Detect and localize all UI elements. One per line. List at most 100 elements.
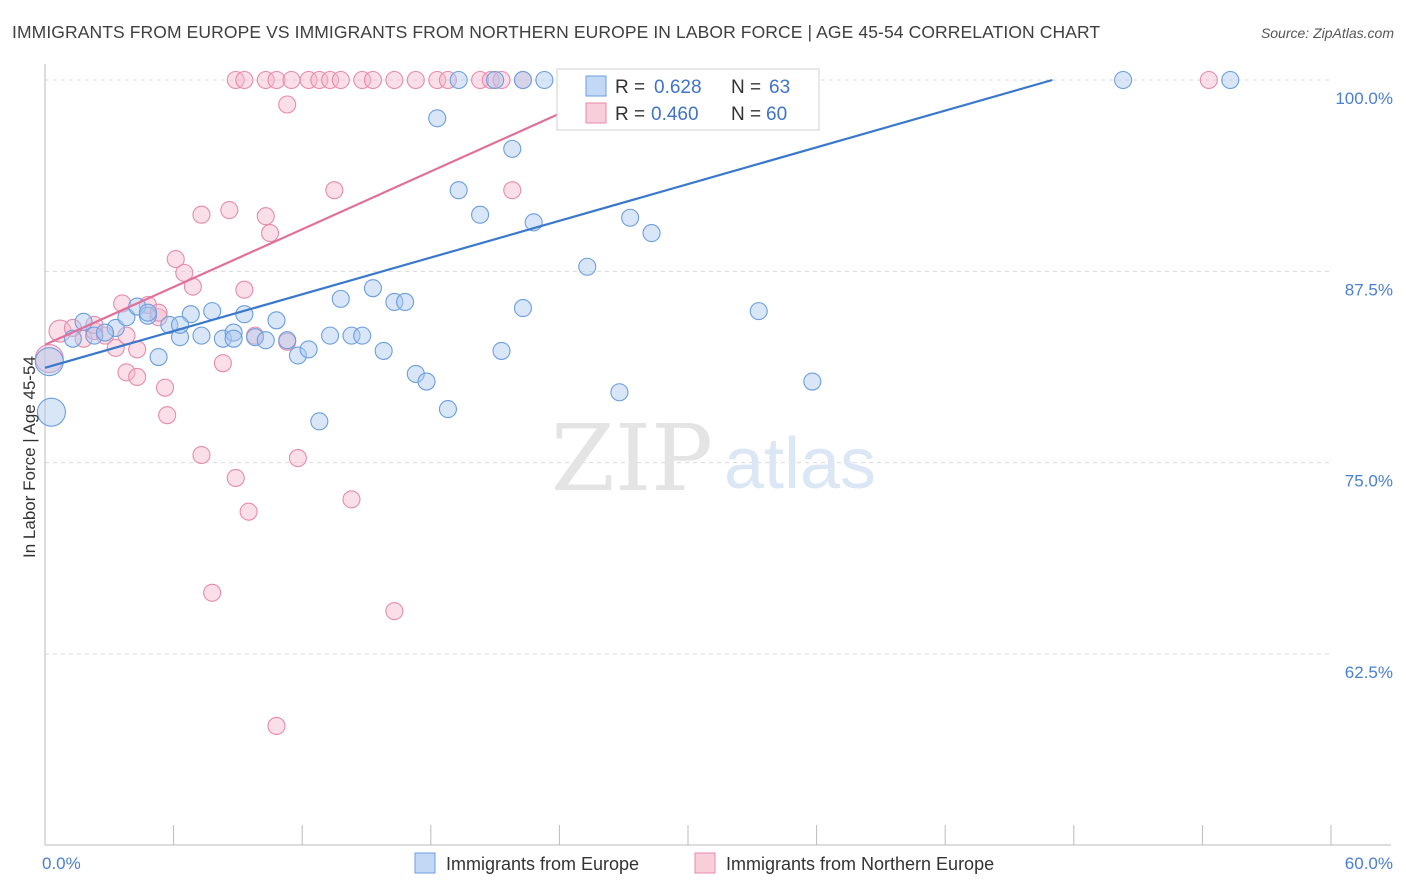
northern-europe-point: [166, 250, 185, 269]
europe-point: [224, 329, 243, 348]
europe-point: [149, 348, 168, 367]
stats-r-label-europe: R =: [615, 77, 645, 98]
europe-point: [492, 341, 511, 360]
northern-europe-point: [353, 70, 372, 90]
northern-europe-point: [385, 602, 404, 621]
northern-europe-point: [220, 201, 239, 220]
y-tick-label: 62.5%: [1345, 663, 1393, 682]
europe-point: [331, 289, 350, 308]
watermark-atlas: atlas: [724, 424, 876, 504]
europe-point: [503, 139, 522, 158]
europe-trendline: [44, 78, 1053, 369]
europe-point: [449, 181, 468, 200]
watermark-zip: ZIP: [551, 405, 713, 512]
europe-point: [396, 292, 415, 311]
legend-swatch-europe: [414, 852, 436, 874]
europe-point: [267, 311, 286, 330]
northern-europe-point: [299, 70, 318, 90]
trendlines: [44, 78, 1053, 369]
northern-europe-point: [471, 70, 490, 90]
legend-label-europe: Immigrants from Europe: [446, 854, 639, 874]
europe-point: [578, 257, 597, 276]
northern-europe-point: [256, 207, 275, 226]
europe-point: [513, 299, 533, 318]
europe-point: [181, 305, 200, 324]
northern-europe-trendline: [44, 78, 635, 346]
northern-europe-point: [213, 354, 232, 373]
europe-point: [299, 340, 318, 359]
europe-point: [278, 331, 297, 350]
stats-n-value-northern-europe: 60: [766, 104, 787, 125]
northern-europe-point: [158, 406, 177, 425]
x-tick-label: 0.0%: [42, 854, 81, 873]
northern-europe-point: [260, 224, 280, 243]
stats-n-value-europe: 63: [769, 77, 790, 98]
europe-point: [1221, 70, 1240, 90]
x-tick-labels: 0.0% 60.0%: [42, 854, 1393, 873]
europe-point: [245, 328, 265, 347]
northern-europe-point: [363, 70, 382, 90]
northern-europe-point: [288, 449, 307, 468]
northern-europe-point: [226, 468, 245, 488]
northern-europe-point: [267, 70, 286, 90]
europe-point: [95, 323, 115, 342]
chart-title: IMMIGRANTS FROM EUROPE VS IMMIGRANTS FRO…: [12, 22, 1101, 42]
x-tick-label: 60.0%: [1345, 854, 1393, 873]
northern-europe-point: [117, 363, 136, 382]
stats-n-label-northern-europe: N =: [731, 104, 761, 125]
northern-europe-point: [192, 205, 211, 224]
northern-europe-point: [235, 280, 254, 299]
legend-label-northern-europe: Immigrants from Northern Europe: [726, 854, 994, 874]
axes: [44, 64, 1391, 846]
europe-point: [471, 205, 490, 224]
northern-europe-point: [256, 70, 275, 90]
europe-point: [321, 326, 340, 345]
northern-europe-point: [321, 70, 340, 90]
watermark: ZIP atlas: [551, 405, 876, 512]
northern-europe-point: [267, 716, 286, 735]
northern-europe-point: [278, 95, 297, 114]
northern-europe-point: [406, 70, 425, 90]
europe-point: [803, 372, 822, 391]
europe-point: [749, 302, 768, 321]
europe-point: [170, 315, 190, 334]
europe-point: [374, 341, 393, 360]
europe-point: [385, 292, 404, 311]
europe-point: [224, 323, 243, 342]
northern-europe-point: [149, 303, 168, 322]
europe-point: [610, 383, 629, 402]
northern-europe-point: [331, 70, 350, 90]
northern-europe-point: [438, 70, 457, 90]
stats-swatch-northern-europe: [585, 102, 607, 124]
europe-point: [203, 302, 222, 321]
europe-point: [535, 70, 554, 90]
europe-point: [310, 412, 329, 431]
northern-europe-point: [385, 70, 404, 90]
northern-europe-point: [428, 70, 447, 90]
europe-point: [342, 326, 361, 345]
stats-n-label-europe: N =: [731, 77, 761, 98]
europe-point: [363, 279, 382, 298]
europe-point: [642, 224, 661, 243]
northern-europe-point: [481, 70, 500, 90]
europe-point: [428, 109, 447, 128]
europe-point: [213, 329, 232, 348]
europe-point: [417, 372, 436, 391]
europe-point: [160, 315, 179, 334]
y-axis-label: In Labor Force | Age 45-54: [20, 356, 39, 558]
chart-source: Source: ZipAtlas.com: [1260, 25, 1394, 41]
northern-europe-point: [342, 490, 361, 509]
europe-point: [438, 400, 457, 419]
europe-point: [353, 326, 372, 345]
northern-europe-point: [239, 502, 258, 521]
stats-r-value-europe: 0.628: [654, 77, 702, 98]
y-tick-labels: 100.0% 87.5% 75.0% 62.5%: [1335, 89, 1393, 682]
bottom-legend: Immigrants from Europe Immigrants from N…: [414, 852, 994, 874]
europe-point: [406, 364, 425, 383]
europe-point: [449, 70, 468, 90]
europe-point: [1114, 70, 1133, 90]
stats-legend: R = 0.628 N = 63 R = 0.460 N = 60: [556, 68, 820, 131]
europe-point: [36, 397, 66, 427]
northern-europe-point: [503, 181, 522, 200]
europe-point: [513, 70, 533, 90]
